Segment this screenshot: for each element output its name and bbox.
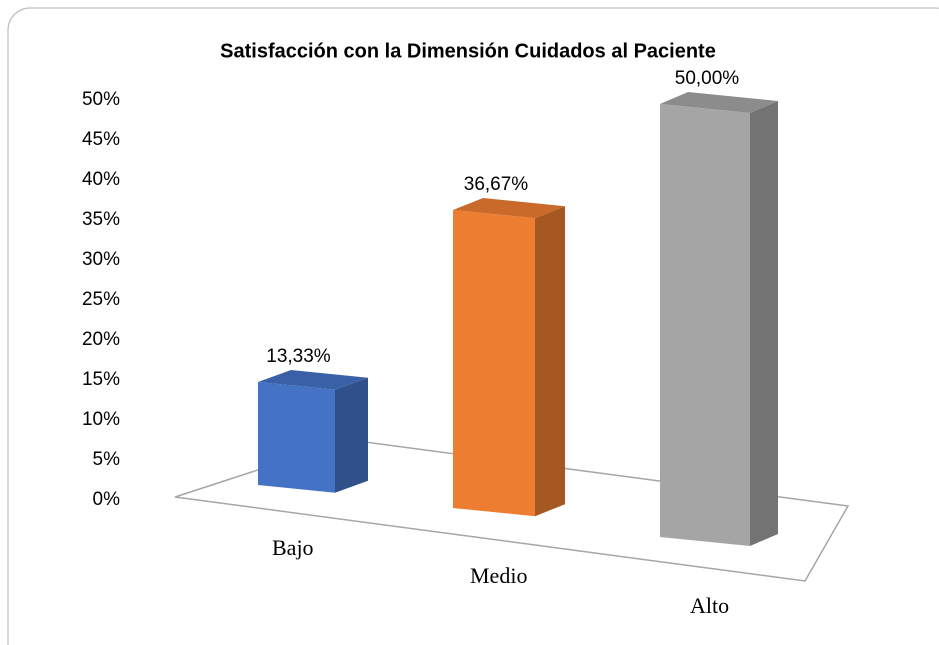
chart-title: Satisfacción con la Dimensión Cuidados a… <box>220 40 716 62</box>
y-tick-label: 5% <box>93 449 121 470</box>
value-label: 13,33% <box>266 346 331 367</box>
bar-side <box>335 377 368 493</box>
value-label: 36,67% <box>464 174 529 195</box>
y-tick-label: 45% <box>82 129 120 150</box>
x-tick-label: Alto <box>690 593 729 618</box>
y-tick-label: 50% <box>82 89 120 110</box>
y-tick-label: 0% <box>93 489 121 510</box>
value-label: 50,00% <box>675 68 740 89</box>
y-tick-label: 15% <box>82 369 120 390</box>
bar-top <box>453 198 565 219</box>
x-tick-label: Bajo <box>272 535 314 560</box>
bar-top <box>660 92 778 113</box>
y-tick-label: 40% <box>82 169 120 190</box>
bar-side <box>750 101 778 546</box>
y-tick-label: 30% <box>82 249 120 270</box>
y-tick-label: 35% <box>82 209 120 230</box>
bar-side <box>535 206 565 517</box>
bar <box>258 382 335 493</box>
bar <box>453 210 535 517</box>
bar-top <box>258 370 368 390</box>
y-tick-label: 20% <box>82 329 120 350</box>
x-tick-label: Medio <box>470 563 527 588</box>
bar <box>660 104 750 546</box>
y-tick-label: 10% <box>82 409 120 430</box>
y-tick-label: 25% <box>82 289 120 310</box>
